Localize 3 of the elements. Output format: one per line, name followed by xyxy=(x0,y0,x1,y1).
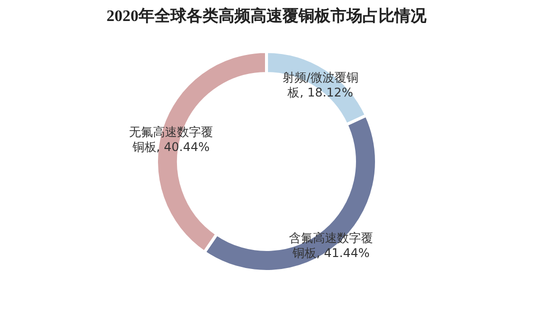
slice-label: 射频/微波覆铜板, 18.12% xyxy=(282,70,358,100)
chart-title: 2020年全球各类高频高速覆铜板市场占比情况 xyxy=(106,6,428,25)
slice-label: 无氟高速数字覆铜板, 40.44% xyxy=(128,124,213,154)
